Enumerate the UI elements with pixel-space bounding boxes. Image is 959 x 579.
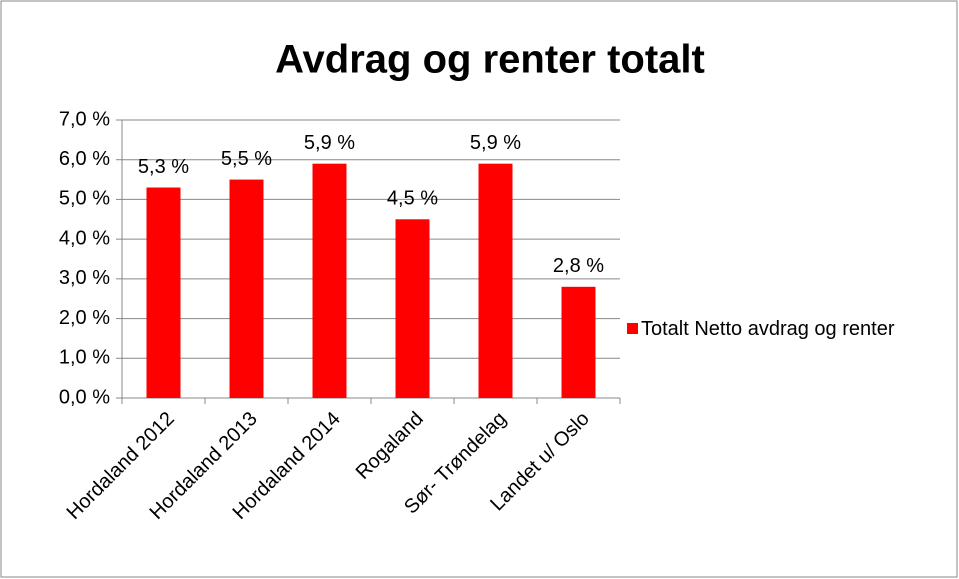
chart-title: Avdrag og renter totalt	[275, 38, 705, 82]
data-label: 5,9 %	[470, 132, 521, 154]
y-tick-label: 3,0 %	[59, 267, 110, 289]
bar	[229, 179, 264, 398]
legend-swatch	[627, 323, 638, 334]
data-label: 5,5 %	[221, 148, 272, 170]
bar	[395, 219, 430, 398]
data-label: 2,8 %	[553, 255, 604, 277]
y-tick-label: 5,0 %	[59, 188, 110, 210]
y-tick-label: 1,0 %	[59, 347, 110, 369]
y-tick-label: 7,0 %	[59, 108, 110, 130]
data-label: 5,3 %	[138, 156, 189, 178]
bar	[478, 163, 513, 398]
y-tick-label: 4,0 %	[59, 227, 110, 249]
bar	[146, 187, 181, 398]
data-label: 4,5 %	[387, 188, 438, 210]
bar	[312, 163, 347, 398]
y-tick-label: 6,0 %	[59, 148, 110, 170]
y-tick-label: 2,0 %	[59, 307, 110, 329]
y-tick-label: 0,0 %	[59, 386, 110, 408]
bar	[561, 286, 596, 398]
data-label: 5,9 %	[304, 132, 355, 154]
legend-label: Totalt Netto avdrag og renter	[641, 318, 895, 340]
